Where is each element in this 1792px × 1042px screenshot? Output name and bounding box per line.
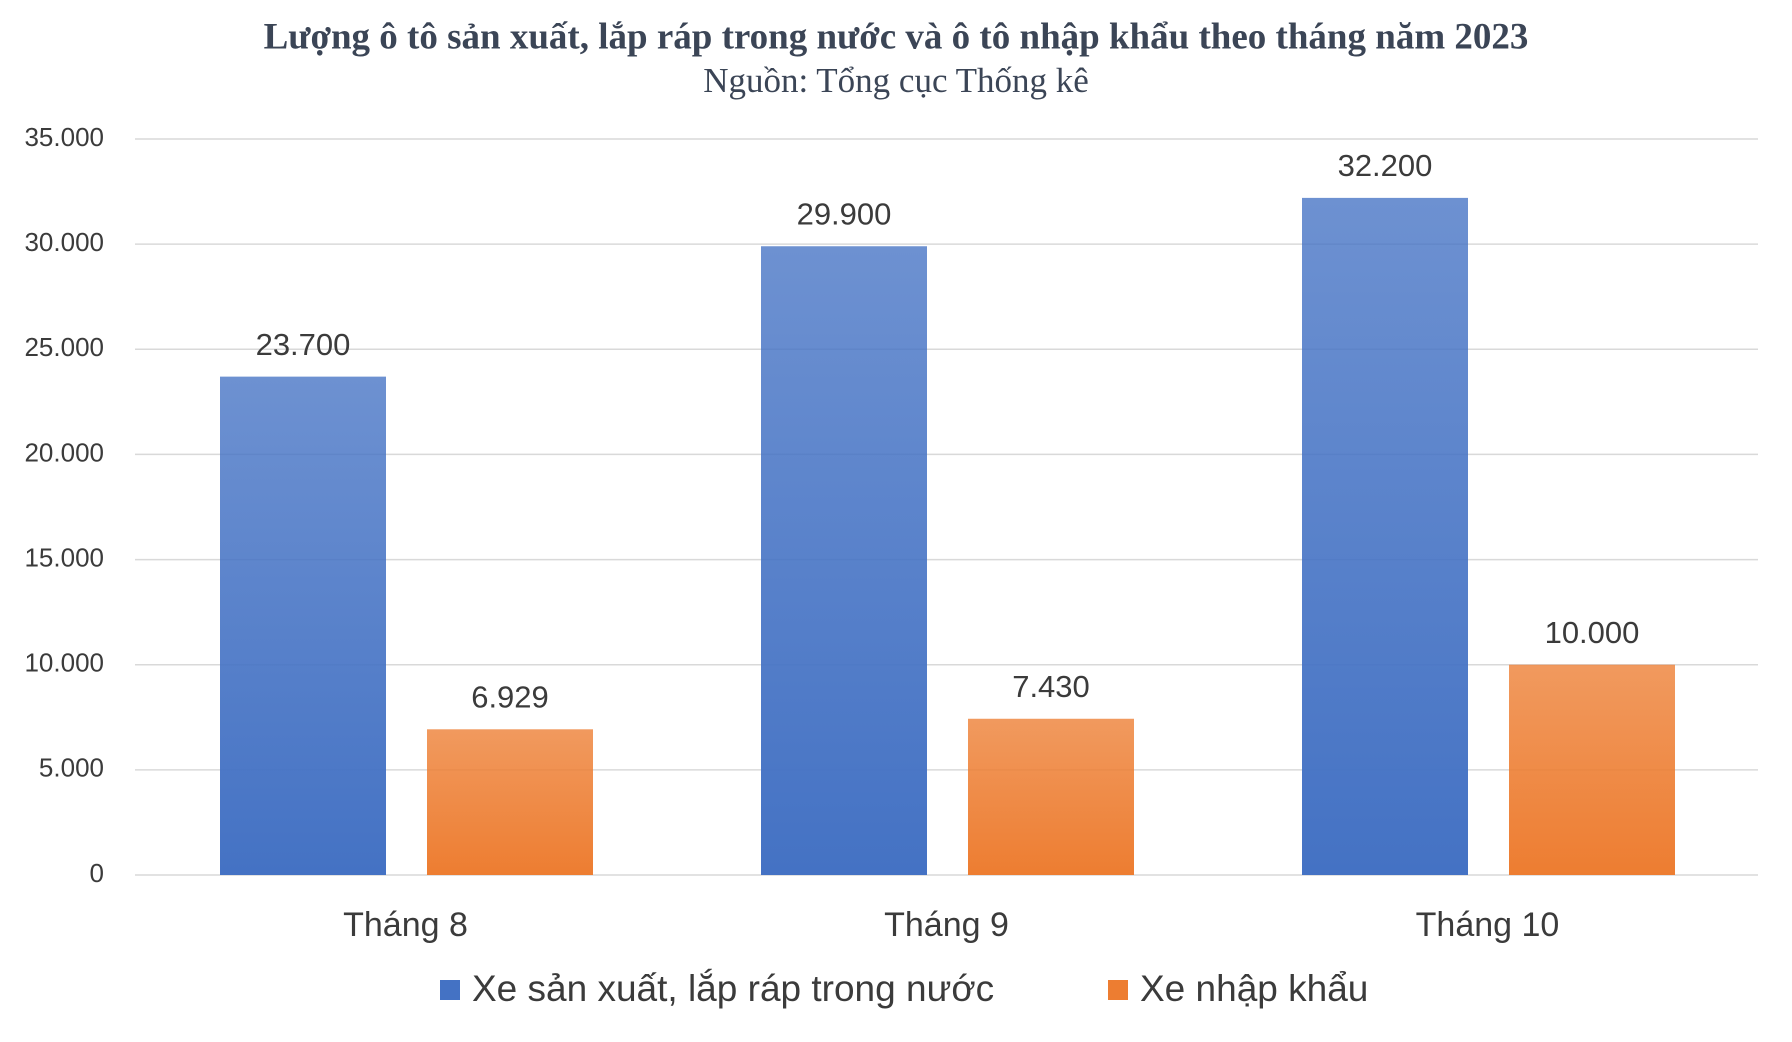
bar	[761, 246, 927, 875]
y-tick-label: 10.000	[24, 648, 104, 678]
y-tick-label: 35.000	[24, 122, 104, 152]
y-tick-label: 15.000	[24, 542, 104, 572]
x-tick-label: Tháng 8	[343, 906, 468, 944]
chart-subtitle: Nguồn: Tổng cục Thống kê	[703, 61, 1089, 100]
chart-title: Lượng ô tô sản xuất, lắp ráp trong nước …	[264, 16, 1529, 57]
y-tick-label: 20.000	[24, 437, 104, 467]
y-tick-label: 25.000	[24, 332, 104, 362]
data-label: 23.700	[256, 327, 351, 362]
y-tick-label: 5.000	[39, 753, 104, 783]
data-label: 7.430	[1012, 669, 1090, 704]
data-label: 32.200	[1338, 148, 1433, 183]
y-tick-label: 30.000	[24, 227, 104, 257]
legend-swatch	[1108, 980, 1128, 1000]
legend-label: Xe nhập khẩu	[1140, 968, 1368, 1009]
data-label: 29.900	[797, 196, 892, 231]
bar	[1302, 197, 1468, 875]
data-label: 10.000	[1545, 615, 1640, 650]
x-tick-label: Tháng 10	[1416, 906, 1560, 944]
legend-label: Xe sản xuất, lắp ráp trong nước	[472, 968, 994, 1009]
legend-swatch	[440, 980, 460, 1000]
bar	[220, 376, 386, 875]
x-tick-label: Tháng 9	[884, 906, 1009, 944]
y-tick-label: 0	[90, 858, 104, 888]
data-label: 6.929	[471, 679, 549, 714]
bar	[1509, 664, 1675, 875]
bar	[968, 718, 1134, 875]
bar	[427, 729, 593, 875]
